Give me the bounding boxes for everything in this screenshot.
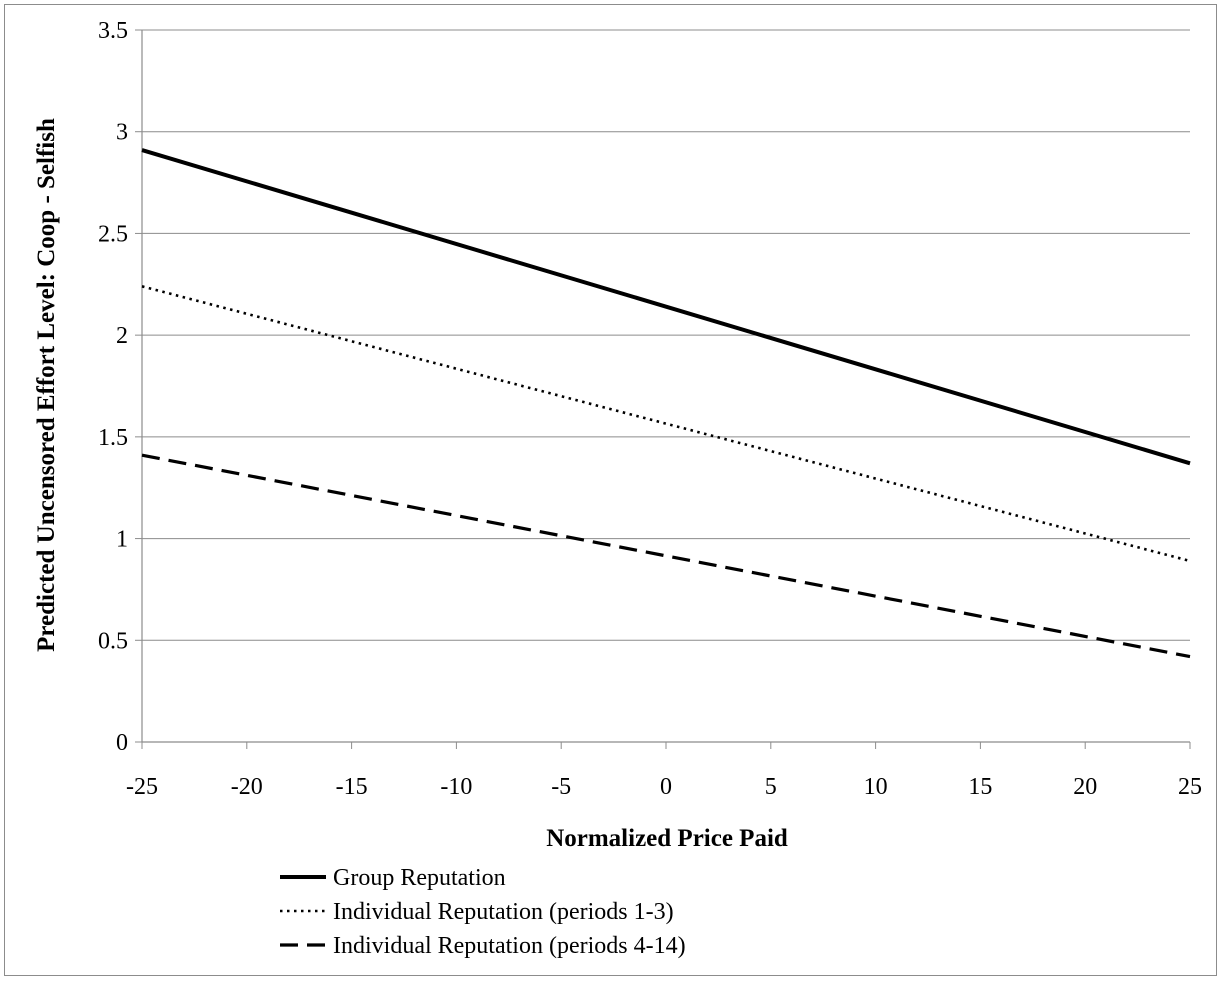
- x-axis-label: Normalized Price Paid: [546, 825, 788, 852]
- x-tick-label: 20: [1073, 774, 1097, 800]
- y-tick-label: 2.5: [98, 221, 128, 247]
- x-tick-label: 5: [765, 774, 777, 800]
- y-tick-labels: 0 0.5 1 1.5 2 2.5 3 3.5: [98, 18, 128, 756]
- series-line-individual-reputation-periods-1-3-: [141, 285, 1191, 563]
- x-tick-label: 25: [1178, 774, 1202, 800]
- chart-frame: [4, 4, 1217, 976]
- y-tick-label: 3: [116, 120, 128, 146]
- series-line-individual-reputation-periods-4-14-: [141, 453, 1191, 659]
- legend: Group Reputation Individual Reputation (p…: [280, 865, 686, 959]
- y-tick-label: 3.5: [98, 18, 128, 44]
- x-tick-label: 10: [864, 774, 888, 800]
- x-tick-label: 15: [968, 774, 992, 800]
- legend-label-1: Group Reputation: [333, 865, 506, 891]
- legend-label-2: Individual Reputation (periods 1-3): [333, 899, 674, 925]
- y-axis-label: Predicted Uncensored Effort Level: Coop …: [33, 118, 60, 652]
- y-tick-label: 2: [116, 323, 128, 349]
- y-tick-label: 1: [116, 527, 128, 553]
- y-tick-label: 0.5: [98, 628, 128, 654]
- x-tick-label: -15: [336, 774, 368, 800]
- axes: [135, 29, 1191, 749]
- series-line-group-reputation: [141, 148, 1191, 466]
- legend-label-3: Individual Reputation (periods 4-14): [333, 933, 686, 959]
- x-tick-labels: -25 -20 -15 -10 -5 0 5 10 15 20 25: [126, 774, 1202, 800]
- x-tick-label: -25: [126, 774, 158, 800]
- y-tick-label: 0: [116, 730, 128, 756]
- x-tick-label: -5: [551, 774, 571, 800]
- x-tick-label: -20: [231, 774, 263, 800]
- x-tick-label: 0: [660, 774, 672, 800]
- y-tick-label: 1.5: [98, 425, 128, 451]
- x-tick-label: -10: [440, 774, 472, 800]
- series-lines: [141, 148, 1191, 659]
- gridlines: [142, 29, 1190, 641]
